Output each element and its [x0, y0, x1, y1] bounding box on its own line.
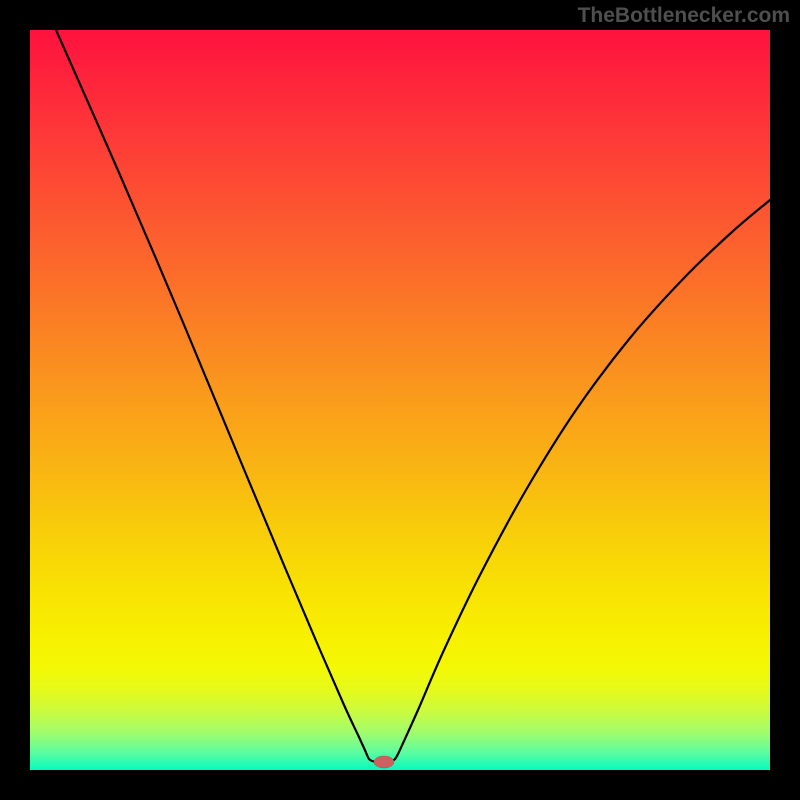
minimum-marker — [374, 756, 394, 768]
chart-container: TheBottlenecker.com — [0, 0, 800, 800]
watermark-text: TheBottlenecker.com — [578, 4, 790, 28]
chart-plot-area — [30, 30, 770, 770]
bottleneck-chart — [0, 0, 800, 800]
